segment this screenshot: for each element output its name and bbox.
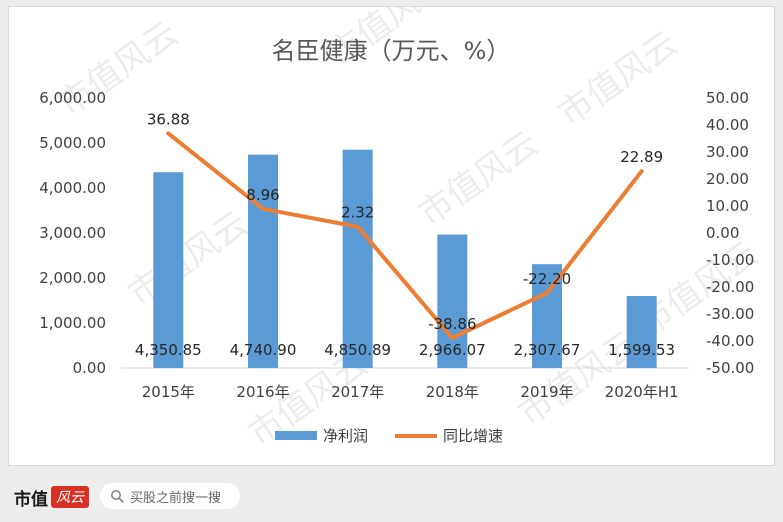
line-data-label: 8.96 xyxy=(246,186,279,204)
bar xyxy=(437,234,468,368)
category-label: 2017年 xyxy=(331,383,384,401)
brand-text: 市值 xyxy=(14,489,48,510)
bar xyxy=(248,154,278,368)
right-tick-label: -20.00 xyxy=(706,278,754,296)
watermark-text: 市值风云 xyxy=(411,124,545,235)
watermark-text: 市值风云 xyxy=(121,204,255,315)
right-tick-label: -10.00 xyxy=(706,251,754,269)
line-data-label: 22.89 xyxy=(620,148,663,166)
bar-data-labels: 4,350.85 4,740.90 4,850.89 2,966.07 2,307.67… xyxy=(135,341,675,359)
right-tick-label: -50.00 xyxy=(706,359,754,377)
legend: 净利润 同比增速 xyxy=(275,427,503,445)
category-label: 2015年 xyxy=(142,383,195,401)
category-label: 2016年 xyxy=(236,383,289,401)
category-label: 2019年 xyxy=(520,383,573,401)
watermark-text: 市值风云 xyxy=(51,14,185,125)
legend-label-净利润: 净利润 xyxy=(323,427,368,445)
left-tick-label: 6,000.00 xyxy=(39,89,106,107)
line-data-labels: 36.88 8.96 2.32 -38.86 -22.20 22.89 xyxy=(147,110,663,332)
left-axis: 0.00 1,000.00 2,000.00 3,000.00 4,000.00 5,00… xyxy=(39,89,106,377)
line-data-label: 36.88 xyxy=(147,110,190,128)
line-data-label: -38.86 xyxy=(428,315,476,333)
line-data-label: 2.32 xyxy=(341,204,374,222)
footer-bar: 市值 风云 买股之前搜一搜 xyxy=(0,474,783,522)
line-path xyxy=(166,131,644,340)
search-icon xyxy=(111,490,124,503)
right-tick-label: 0.00 xyxy=(706,224,739,242)
right-tick-label: 30.00 xyxy=(706,143,749,161)
category-label: 2020年H1 xyxy=(605,383,679,401)
left-tick-label: 0.00 xyxy=(73,359,106,377)
chart-card: 市值风云 市值风云 市值风云 市值风云 市值风云 市值风云 市值风云 市值风云 名臣健康（万元… xyxy=(8,6,775,466)
bar-series xyxy=(153,149,657,368)
right-tick-label: -30.00 xyxy=(706,305,754,323)
bar-data-label: 2,966.07 xyxy=(419,341,486,359)
right-tick-label: 40.00 xyxy=(706,116,749,134)
bar-data-label: 4,350.85 xyxy=(135,341,202,359)
left-tick-label: 3,000.00 xyxy=(39,224,106,242)
left-tick-label: 1,000.00 xyxy=(39,314,106,332)
bar-data-label: 4,850.89 xyxy=(324,341,391,359)
bar-data-label: 4,740.90 xyxy=(230,341,297,359)
category-label: 2018年 xyxy=(426,383,479,401)
search-box[interactable]: 买股之前搜一搜 xyxy=(100,483,240,509)
bar xyxy=(626,296,657,368)
brand-mark: 风云 xyxy=(51,486,89,508)
right-tick-label: 50.00 xyxy=(706,89,749,107)
bar xyxy=(153,172,184,368)
line-series xyxy=(166,131,644,340)
left-tick-label: 2,000.00 xyxy=(39,269,106,287)
legend-label-同比增速: 同比增速 xyxy=(443,427,503,445)
bar-data-label: 1,599.53 xyxy=(608,341,675,359)
legend-swatch-净利润 xyxy=(275,431,317,440)
right-tick-label: -40.00 xyxy=(706,332,754,350)
left-tick-label: 5,000.00 xyxy=(39,134,106,152)
line-data-label: -22.20 xyxy=(523,270,571,288)
bar xyxy=(342,149,373,368)
right-tick-label: 10.00 xyxy=(706,197,749,215)
watermark-text: 市值风云 xyxy=(551,24,685,135)
bar-data-label: 2,307.67 xyxy=(514,341,581,359)
right-tick-label: 20.00 xyxy=(706,170,749,188)
x-axis: 2015年 2016年 2017年 2018年 2019年 2020年H1 xyxy=(142,383,679,401)
brand-logo: 市值 风云 xyxy=(14,484,89,510)
search-placeholder: 买股之前搜一搜 xyxy=(130,490,222,506)
chart-title: 名臣健康（万元、%） xyxy=(272,37,511,65)
left-tick-label: 4,000.00 xyxy=(39,179,106,197)
right-axis: -50.00 -40.00 -30.00 -20.00 -10.00 0.00 10.00 2… xyxy=(706,89,754,377)
